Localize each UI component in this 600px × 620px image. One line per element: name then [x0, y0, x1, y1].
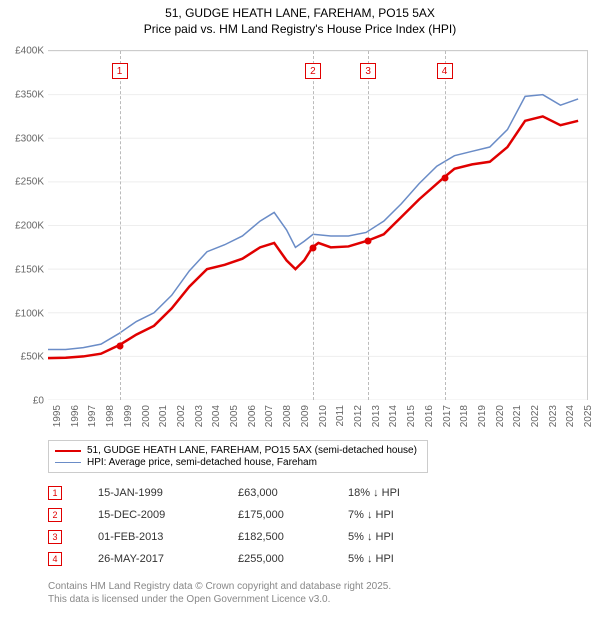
sale-dot — [441, 174, 448, 181]
x-tick-label: 2005 — [229, 405, 240, 427]
sale-row: 3 01-FEB-2013£182,5005% ↓ HPI — [48, 526, 458, 548]
sale-row: 1 15-JAN-1999£63,00018% ↓ HPI — [48, 482, 458, 504]
x-tick-label: 2019 — [477, 405, 488, 427]
x-tick-label: 2021 — [512, 405, 523, 427]
y-tick-label: £300K — [0, 133, 44, 144]
footer: Contains HM Land Registry data © Crown c… — [48, 580, 391, 606]
sales-table: 1 15-JAN-1999£63,00018% ↓ HPI 2 15-DEC-2009… — [48, 482, 458, 570]
x-tick-label: 1996 — [70, 405, 81, 427]
sale-row: 4 26-MAY-2017£255,0005% ↓ HPI — [48, 548, 458, 570]
y-tick-label: £50K — [0, 352, 44, 363]
sale-vline — [313, 51, 314, 400]
x-tick-label: 2018 — [459, 405, 470, 427]
legend: 51, GUDGE HEATH LANE, FAREHAM, PO15 5AX … — [48, 440, 428, 473]
sale-row-date: 01-FEB-2013 — [98, 531, 238, 543]
x-tick-label: 2011 — [335, 405, 346, 427]
x-tick-label: 2013 — [371, 405, 382, 427]
x-tick-label: 2009 — [300, 405, 311, 427]
y-tick-label: £350K — [0, 89, 44, 100]
x-tick-label: 2012 — [353, 405, 364, 427]
footer-line: This data is licensed under the Open Gov… — [48, 593, 391, 606]
sale-row-diff: 18% ↓ HPI — [348, 487, 458, 499]
sale-row-diff: 7% ↓ HPI — [348, 509, 458, 521]
sale-row-diff: 5% ↓ HPI — [348, 553, 458, 565]
y-tick-label: £200K — [0, 221, 44, 232]
x-tick-label: 2015 — [406, 405, 417, 427]
sale-dot — [309, 244, 316, 251]
legend-swatch-blue — [55, 462, 81, 463]
y-tick-label: £150K — [0, 264, 44, 275]
x-tick-label: 2000 — [141, 405, 152, 427]
sale-row: 2 15-DEC-2009£175,0007% ↓ HPI — [48, 504, 458, 526]
y-tick-label: £250K — [0, 177, 44, 188]
title-address: 51, GUDGE HEATH LANE, FAREHAM, PO15 5AX — [0, 6, 600, 20]
x-tick-label: 2014 — [388, 405, 399, 427]
sale-row-diff: 5% ↓ HPI — [348, 531, 458, 543]
x-tick-label: 1995 — [52, 405, 63, 427]
sale-row-price: £182,500 — [238, 531, 348, 543]
x-tick-label: 2017 — [442, 405, 453, 427]
legend-swatch-red — [55, 450, 81, 452]
footer-line: Contains HM Land Registry data © Crown c… — [48, 580, 391, 593]
x-tick-label: 2007 — [264, 405, 275, 427]
y-tick-label: £400K — [0, 46, 44, 57]
sale-row-date: 26-MAY-2017 — [98, 553, 238, 565]
title-subtitle: Price paid vs. HM Land Registry's House … — [0, 22, 600, 36]
sale-vline — [445, 51, 446, 400]
sale-marker-box: 1 — [112, 63, 128, 79]
sale-row-marker: 4 — [48, 552, 62, 566]
sale-marker-box: 3 — [360, 63, 376, 79]
sale-row-price: £63,000 — [238, 487, 348, 499]
legend-row: HPI: Average price, semi-detached house,… — [55, 457, 421, 468]
x-tick-label: 2010 — [318, 405, 329, 427]
chart-area: £0£50K£100K£150K£200K£250K£300K£350K£400… — [48, 50, 588, 400]
x-tick-label: 2008 — [282, 405, 293, 427]
x-tick-label: 2025 — [583, 405, 594, 427]
sale-row-date: 15-JAN-1999 — [98, 487, 238, 499]
x-tick-label: 2022 — [530, 405, 541, 427]
legend-row: 51, GUDGE HEATH LANE, FAREHAM, PO15 5AX … — [55, 445, 421, 456]
x-tick-label: 2020 — [495, 405, 506, 427]
sale-dot — [365, 238, 372, 245]
y-tick-label: £100K — [0, 308, 44, 319]
x-tick-label: 1998 — [105, 405, 116, 427]
sale-row-price: £255,000 — [238, 553, 348, 565]
x-tick-label: 1999 — [123, 405, 134, 427]
title-block: 51, GUDGE HEATH LANE, FAREHAM, PO15 5AX … — [0, 0, 600, 36]
x-tick-label: 2001 — [158, 405, 169, 427]
x-tick-label: 2003 — [194, 405, 205, 427]
x-tick-label: 2002 — [176, 405, 187, 427]
legend-label: HPI: Average price, semi-detached house,… — [87, 457, 317, 468]
x-tick-label: 1997 — [87, 405, 98, 427]
sale-row-marker: 3 — [48, 530, 62, 544]
chart-svg — [48, 51, 587, 400]
x-tick-label: 2006 — [247, 405, 258, 427]
x-tick-label: 2024 — [565, 405, 576, 427]
x-tick-label: 2023 — [548, 405, 559, 427]
sale-vline — [368, 51, 369, 400]
sale-marker-box: 2 — [305, 63, 321, 79]
sale-row-marker: 2 — [48, 508, 62, 522]
sale-row-date: 15-DEC-2009 — [98, 509, 238, 521]
y-tick-label: £0 — [0, 396, 44, 407]
sale-dot — [116, 342, 123, 349]
x-tick-label: 2016 — [424, 405, 435, 427]
sale-row-marker: 1 — [48, 486, 62, 500]
chart-container: 51, GUDGE HEATH LANE, FAREHAM, PO15 5AX … — [0, 0, 600, 620]
sale-marker-box: 4 — [437, 63, 453, 79]
sale-row-price: £175,000 — [238, 509, 348, 521]
x-tick-label: 2004 — [211, 405, 222, 427]
legend-label: 51, GUDGE HEATH LANE, FAREHAM, PO15 5AX … — [87, 445, 417, 456]
